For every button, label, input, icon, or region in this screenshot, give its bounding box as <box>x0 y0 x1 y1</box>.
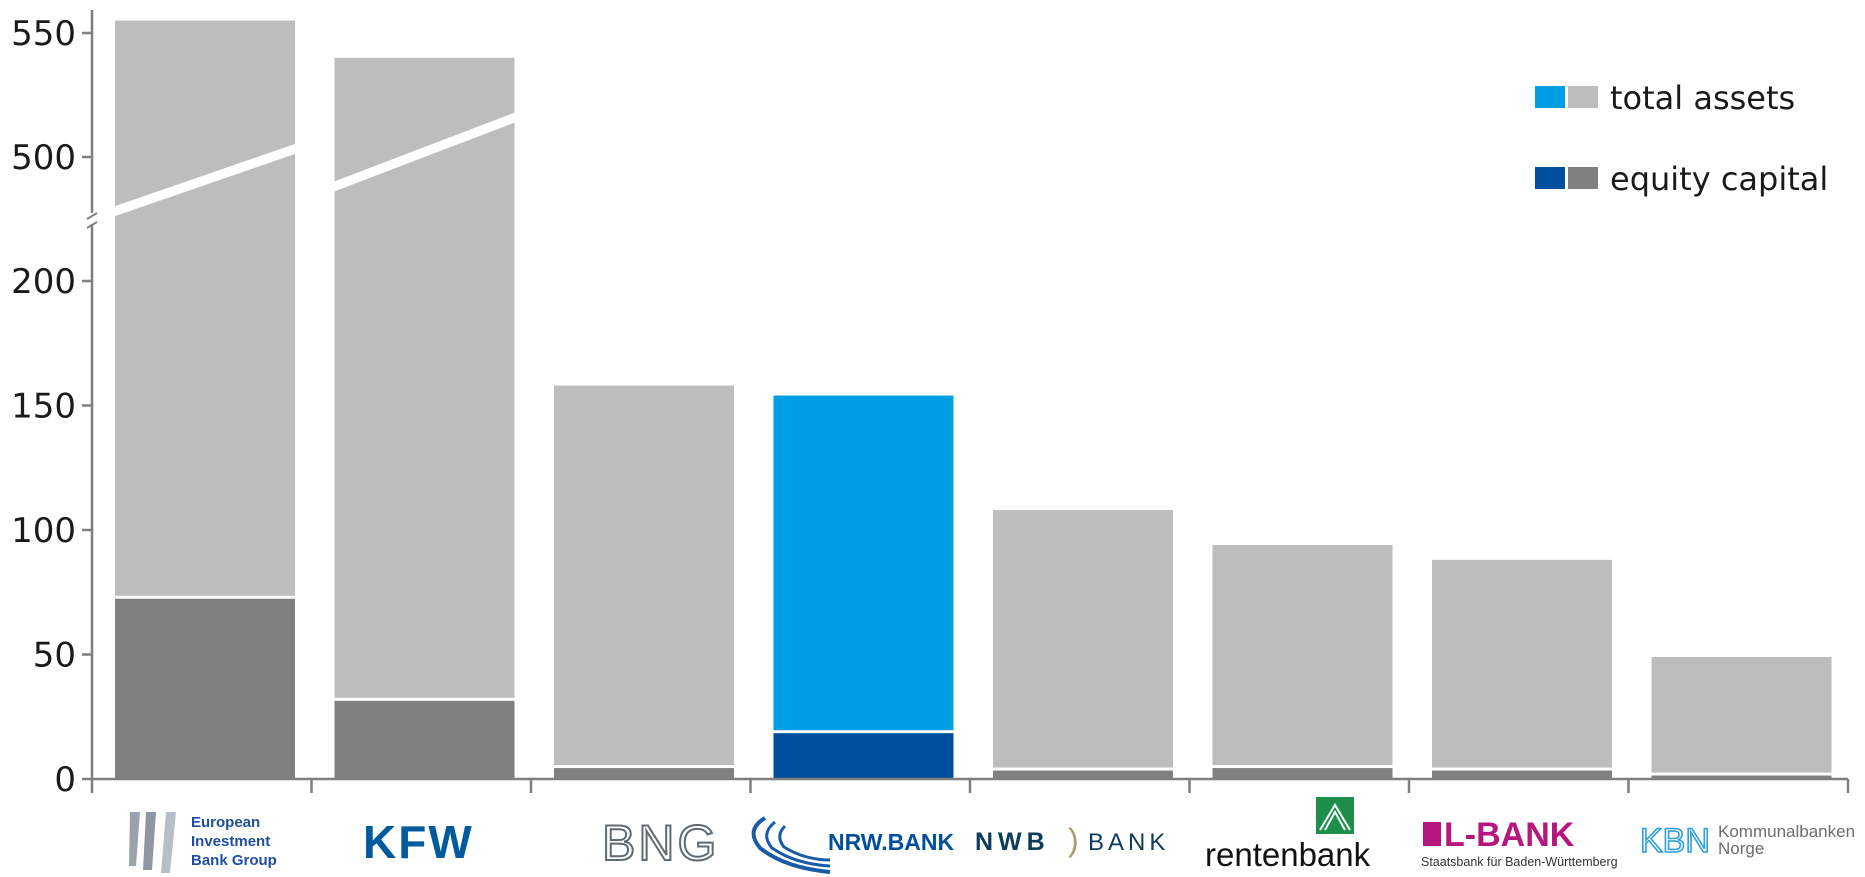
logo-eib: European Investment Bank Group <box>129 812 277 873</box>
bar-total-2 <box>554 385 734 766</box>
y-tick-label-low-4: 200 <box>11 262 76 302</box>
logo-kbn-sub2: Norge <box>1718 839 1764 858</box>
axis-break-band-1 <box>314 105 535 199</box>
logo-eib-line1: European <box>191 814 260 831</box>
logo-kbn: KBN Kommunalbanken Norge <box>1639 821 1855 861</box>
logo-eib-line3: Bank Group <box>191 852 277 869</box>
bar-total-3 <box>773 395 954 731</box>
logo-rentenbank: rentenbank <box>1205 797 1371 873</box>
legend-label-total-assets: total assets <box>1610 79 1795 117</box>
logo-rentenbank-text: rentenbank <box>1205 836 1371 873</box>
y-tick-label-low-0: 0 <box>54 760 76 800</box>
bar-equity-7 <box>1651 775 1832 779</box>
logo-nrw: NRW.BANK <box>751 816 954 874</box>
y-axis-break-mark-bottom <box>86 221 98 229</box>
y-tick-label-low-2: 100 <box>11 511 76 551</box>
logo-nwb: NWB ) BANK <box>975 822 1169 858</box>
bar-equity-1 <box>334 700 515 779</box>
legend-swatch-total-other <box>1568 86 1598 108</box>
logo-nrw-text: NRW.BANK <box>828 829 954 855</box>
logo-lbank: L-BANK Staatsbank für Baden-Württemberg <box>1421 816 1618 869</box>
logo-kfw: KFW <box>363 816 474 868</box>
bar-total-6 <box>1432 559 1612 768</box>
bar-total-7 <box>1651 656 1832 773</box>
logo-kbn-sub1: Kommunalbanken <box>1718 822 1855 841</box>
bar-total-1 <box>334 57 515 698</box>
logo-lbank-sub: Staatsbank für Baden-Württemberg <box>1421 855 1618 869</box>
axis-break-band-0 <box>95 137 315 223</box>
legend-label-equity-capital: equity capital <box>1610 160 1828 198</box>
bar-equity-5 <box>1212 768 1393 779</box>
y-tick-label-low-1: 50 <box>33 636 76 676</box>
logo-kfw-text: KFW <box>363 816 474 868</box>
bar-equity-3 <box>773 733 954 779</box>
bar-equity-4 <box>993 770 1173 779</box>
y-tick-label-up-1: 550 <box>11 14 76 54</box>
logo-bng: BNG <box>601 814 719 872</box>
logo-nwb-left: NWB <box>975 828 1050 856</box>
logo-kbn-text: KBN <box>1640 822 1710 860</box>
logo-bng-text: BNG <box>602 815 719 871</box>
logo-lbank-text: L-BANK <box>1444 816 1575 854</box>
y-tick-label-up-0: 500 <box>11 138 76 178</box>
bar-total-0 <box>115 20 295 596</box>
bar-total-4 <box>993 510 1173 768</box>
legend-swatch-equity-other <box>1568 167 1598 189</box>
y-tick-label-low-3: 150 <box>11 387 76 427</box>
x-axis <box>90 777 1850 793</box>
bar-equity-6 <box>1432 770 1612 779</box>
bar-equity-0 <box>115 598 295 779</box>
y-axis: 0 50 100 150 200 500 550 <box>11 10 98 800</box>
bar-total-5 <box>1212 544 1393 766</box>
logo-nwb-right: BANK <box>1088 829 1169 856</box>
bar-equity-2 <box>554 768 734 779</box>
y-axis-break-mark-top <box>86 212 98 220</box>
logo-nwb-paren: ) <box>1068 822 1079 858</box>
legend: total assets equity capital <box>1535 79 1828 198</box>
legend-swatch-equity-highlight <box>1535 167 1565 189</box>
logo-eib-line2: Investment <box>191 833 270 850</box>
bars-layer <box>95 20 1832 779</box>
legend-swatch-total-highlight <box>1535 86 1565 108</box>
